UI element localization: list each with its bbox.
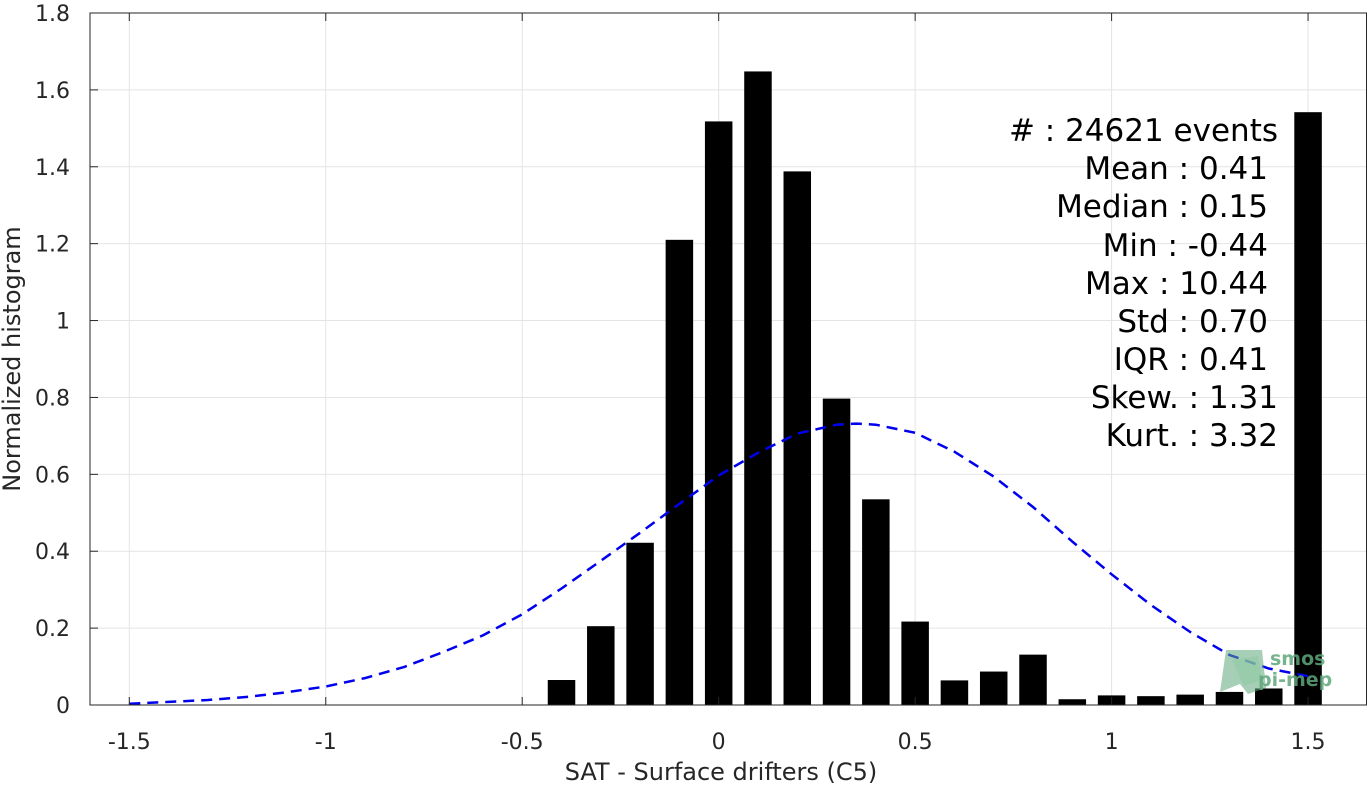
x-tick-label: 1: [1105, 730, 1119, 755]
y-tick-label: 0: [56, 694, 70, 719]
x-tick-label: -0.5: [501, 730, 544, 755]
x-tick-label: -1.5: [108, 730, 151, 755]
histogram-bar: [1294, 112, 1322, 706]
histogram-bar: [1255, 688, 1283, 705]
logo-text-line1: smos: [1270, 648, 1325, 670]
histogram-bar: [626, 542, 654, 705]
histogram-bar: [1019, 654, 1047, 705]
histogram-bar: [1176, 694, 1204, 705]
y-tick-label: 1.2: [35, 233, 70, 258]
y-tick-label: 1: [56, 310, 70, 335]
histogram-bars: [547, 71, 1322, 706]
x-tick-label: 0.5: [898, 730, 933, 755]
x-axis-ticks: -1.5 -1 -0.5 0 0.5 1 1.5: [108, 13, 1326, 755]
stat-min: Min : -0.44: [1103, 228, 1268, 264]
y-tick-label: 1.4: [35, 156, 70, 181]
histogram-bar: [901, 621, 929, 705]
x-tick-label: 0: [712, 730, 726, 755]
normal-fit-curve: [129, 422, 1309, 706]
y-tick-label: 0.4: [35, 540, 70, 565]
x-tick-label: -1: [315, 730, 337, 755]
x-axis-label: SAT - Surface drifters (C5): [565, 758, 878, 785]
stat-iqr: IQR : 0.41: [1114, 342, 1268, 378]
histogram-bar: [704, 121, 733, 705]
x-tick-label: 1.5: [1291, 730, 1326, 755]
y-tick-label: 1.8: [35, 2, 70, 27]
statistics-annotation: # : 24621 events Mean : 0.41 Median : 0.…: [1009, 113, 1278, 454]
stat-mean: Mean : 0.41: [1084, 151, 1268, 187]
logo-text-line2: pi-mep: [1258, 669, 1332, 691]
stat-kurt: Kurt. : 3.32: [1106, 418, 1278, 454]
histogram-bar: [547, 680, 576, 705]
y-tick-label: 0.2: [35, 617, 70, 642]
histogram-bar: [665, 239, 694, 706]
smos-pimep-logo: smos pi-mep: [1220, 648, 1332, 694]
stat-skew: Skew. : 1.31: [1091, 380, 1278, 416]
y-axis-ticks: 0 0.2 0.4 0.6 0.8 1 1.2 1.4 1.6 1.8: [35, 2, 98, 719]
y-tick-label: 0.8: [35, 386, 70, 411]
stat-median: Median : 0.15: [1056, 189, 1268, 225]
histogram-bar: [587, 626, 615, 705]
histogram-bar: [1137, 696, 1165, 705]
histogram-bar: [1215, 691, 1244, 705]
histogram-bar: [744, 71, 772, 706]
histogram-bar: [940, 680, 969, 705]
histogram-bar: [979, 671, 1008, 705]
stat-count: # : 24621 events: [1009, 113, 1278, 149]
stat-std: Std : 0.70: [1117, 304, 1268, 340]
histogram-bar: [1058, 699, 1087, 705]
stat-max: Max : 10.44: [1085, 266, 1268, 302]
histogram-bar: [822, 398, 851, 705]
histogram-bar: [862, 499, 890, 705]
y-tick-label: 1.6: [35, 79, 70, 104]
y-axis-label: Normalized histogram: [0, 226, 26, 491]
y-tick-label: 0.6: [35, 463, 70, 488]
